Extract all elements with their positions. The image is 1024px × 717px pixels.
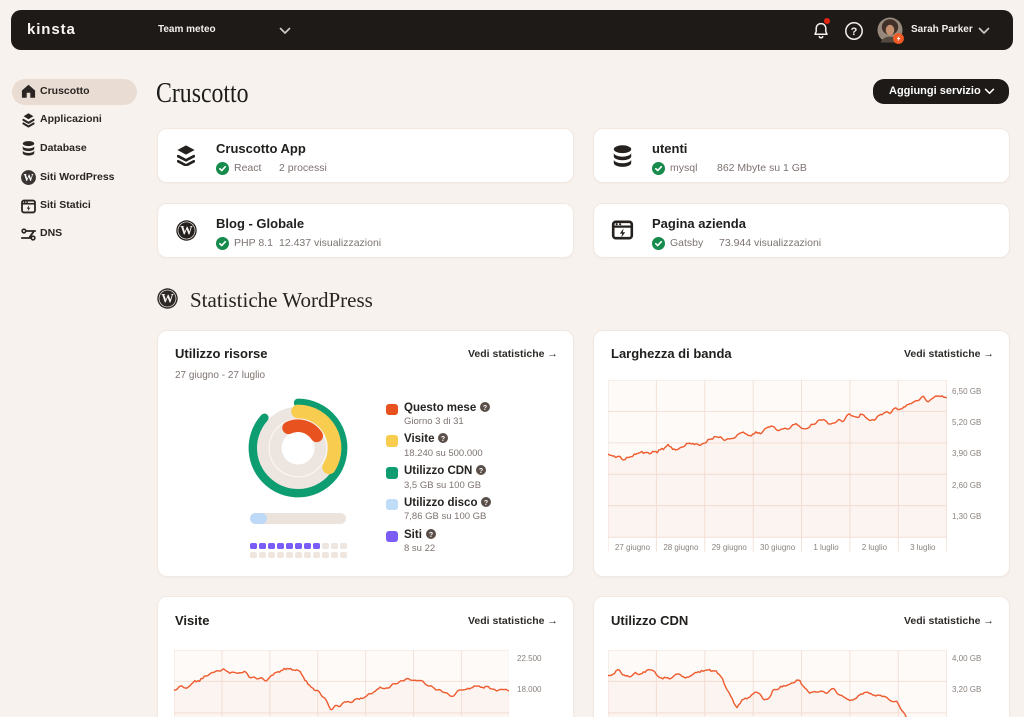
- svg-text:?: ?: [429, 531, 433, 538]
- svg-text:?: ?: [483, 404, 487, 411]
- svg-text:W: W: [180, 224, 193, 238]
- svg-text:W: W: [161, 292, 174, 306]
- svg-text:?: ?: [851, 26, 858, 38]
- svg-text:?: ?: [484, 499, 488, 506]
- svg-text:?: ?: [479, 468, 483, 475]
- svg-text:?: ?: [441, 436, 445, 443]
- svg-text:W: W: [23, 173, 33, 184]
